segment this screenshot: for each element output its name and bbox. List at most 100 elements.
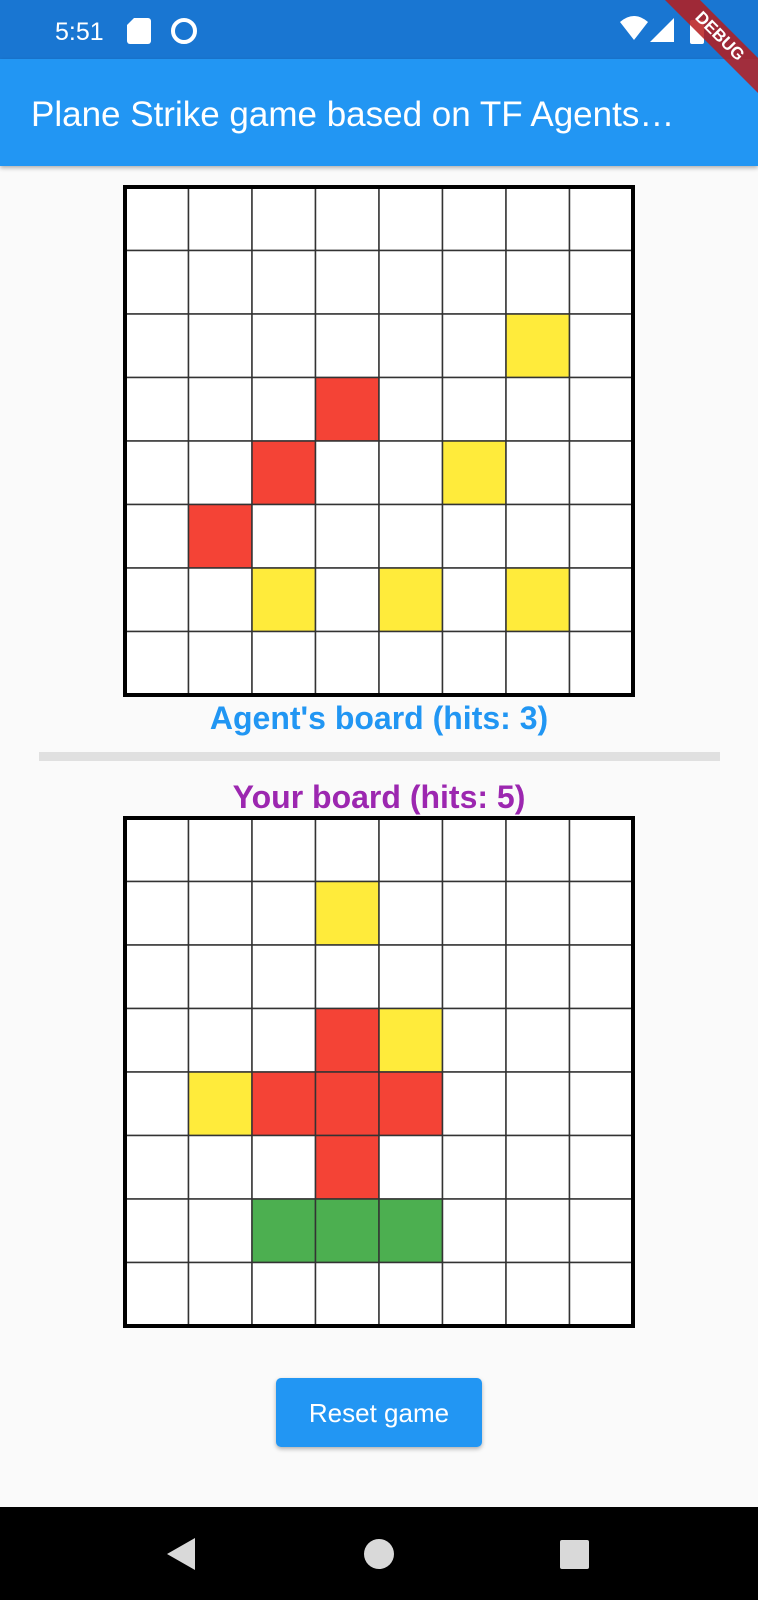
cell[interactable] (568, 567, 634, 633)
cell[interactable] (378, 567, 444, 633)
cell[interactable] (568, 313, 634, 379)
cell[interactable] (124, 249, 190, 315)
cell[interactable] (505, 630, 571, 696)
cell[interactable] (251, 440, 317, 506)
home-button[interactable] (364, 1539, 394, 1569)
cell[interactable] (568, 376, 634, 442)
cell[interactable] (441, 186, 507, 252)
cell[interactable] (187, 630, 253, 696)
cell (251, 944, 317, 1010)
cell[interactable] (124, 313, 190, 379)
cell[interactable] (441, 376, 507, 442)
cell[interactable] (378, 186, 444, 252)
cell[interactable] (314, 503, 380, 569)
cell (505, 817, 571, 883)
cell[interactable] (251, 503, 317, 569)
cell[interactable] (505, 186, 571, 252)
cell (505, 1071, 571, 1137)
cell[interactable] (568, 249, 634, 315)
cell[interactable] (505, 313, 571, 379)
cell[interactable] (187, 186, 253, 252)
cell[interactable] (568, 630, 634, 696)
cell[interactable] (124, 440, 190, 506)
cell[interactable] (124, 630, 190, 696)
cell (441, 1071, 507, 1137)
cell[interactable] (314, 567, 380, 633)
cell[interactable] (124, 376, 190, 442)
cell[interactable] (251, 249, 317, 315)
cell[interactable] (441, 313, 507, 379)
cell[interactable] (378, 313, 444, 379)
cell[interactable] (314, 376, 380, 442)
back-button[interactable] (167, 1538, 195, 1570)
cell[interactable] (378, 503, 444, 569)
cell (441, 1198, 507, 1264)
cell[interactable] (505, 440, 571, 506)
cell (124, 880, 190, 946)
cell[interactable] (441, 440, 507, 506)
cell[interactable] (187, 313, 253, 379)
cell[interactable] (505, 249, 571, 315)
cell (441, 1134, 507, 1200)
cell[interactable] (441, 249, 507, 315)
cell[interactable] (314, 630, 380, 696)
reset-button[interactable]: Reset game (276, 1378, 482, 1447)
cell (314, 880, 380, 946)
cell (441, 817, 507, 883)
cell[interactable] (124, 503, 190, 569)
cell (124, 1198, 190, 1264)
cell[interactable] (378, 249, 444, 315)
cell[interactable] (378, 440, 444, 506)
cell[interactable] (314, 249, 380, 315)
cell (378, 1261, 444, 1327)
cell[interactable] (314, 313, 380, 379)
cell[interactable] (251, 313, 317, 379)
cell[interactable] (251, 567, 317, 633)
cell (378, 817, 444, 883)
cell (124, 1261, 190, 1327)
cell[interactable] (568, 186, 634, 252)
cell[interactable] (187, 376, 253, 442)
cell[interactable] (187, 567, 253, 633)
cell[interactable] (505, 503, 571, 569)
cell[interactable] (251, 630, 317, 696)
cell[interactable] (251, 186, 317, 252)
cell[interactable] (314, 440, 380, 506)
cell[interactable] (187, 440, 253, 506)
cell (505, 1261, 571, 1327)
cell[interactable] (187, 249, 253, 315)
cell[interactable] (124, 186, 190, 252)
recents-button[interactable] (560, 1540, 589, 1569)
cell[interactable] (441, 567, 507, 633)
cell[interactable] (124, 567, 190, 633)
agent-board-label: Agent's board (hits: 3) (210, 700, 548, 736)
cell[interactable] (378, 376, 444, 442)
cell (505, 1198, 571, 1264)
cell (568, 1198, 634, 1264)
cell (378, 944, 444, 1010)
sync-icon (171, 18, 197, 44)
cell[interactable] (505, 567, 571, 633)
cell[interactable] (441, 630, 507, 696)
reset-button-bg[interactable] (276, 1378, 482, 1447)
cell[interactable] (568, 503, 634, 569)
cell (505, 1134, 571, 1200)
cell[interactable] (187, 503, 253, 569)
cell[interactable] (568, 440, 634, 506)
agent-board (123, 185, 635, 697)
cell (568, 1134, 634, 1200)
cell (505, 1007, 571, 1073)
cell (124, 817, 190, 883)
clock: 5:51 (55, 18, 104, 46)
divider (39, 752, 720, 761)
cell (251, 880, 317, 946)
cell[interactable] (251, 376, 317, 442)
cell[interactable] (314, 186, 380, 252)
reset-button-label[interactable]: Reset game (309, 1398, 449, 1428)
cell[interactable] (378, 630, 444, 696)
cell[interactable] (505, 376, 571, 442)
cell[interactable] (441, 503, 507, 569)
cell (568, 944, 634, 1010)
